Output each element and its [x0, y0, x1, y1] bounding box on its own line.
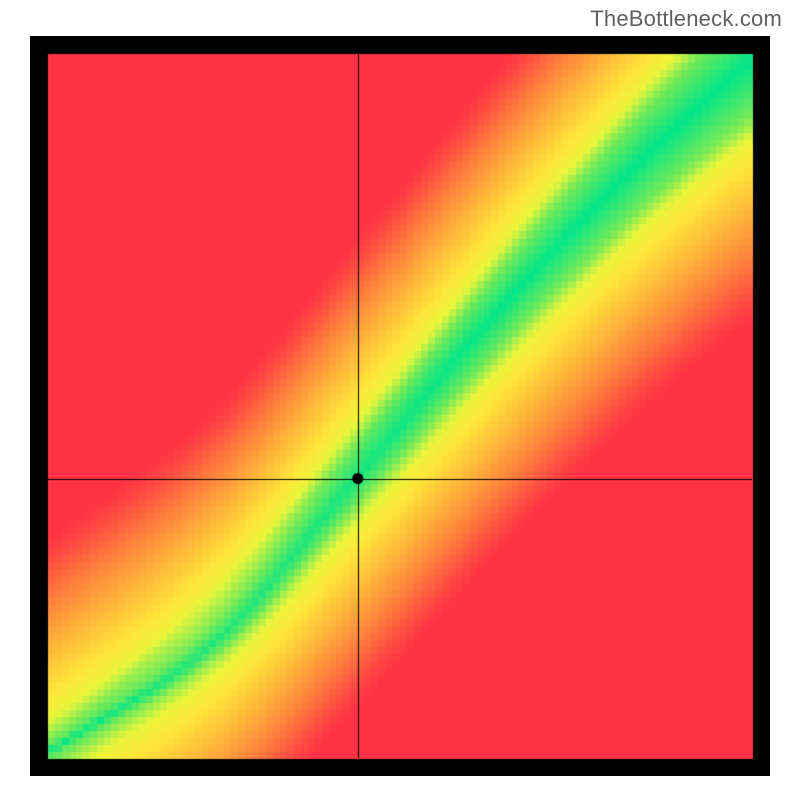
watermark-text: TheBottleneck.com — [590, 6, 782, 32]
bottleneck-heatmap — [30, 36, 770, 776]
plot-frame — [30, 36, 770, 776]
chart-container: TheBottleneck.com — [0, 0, 800, 800]
